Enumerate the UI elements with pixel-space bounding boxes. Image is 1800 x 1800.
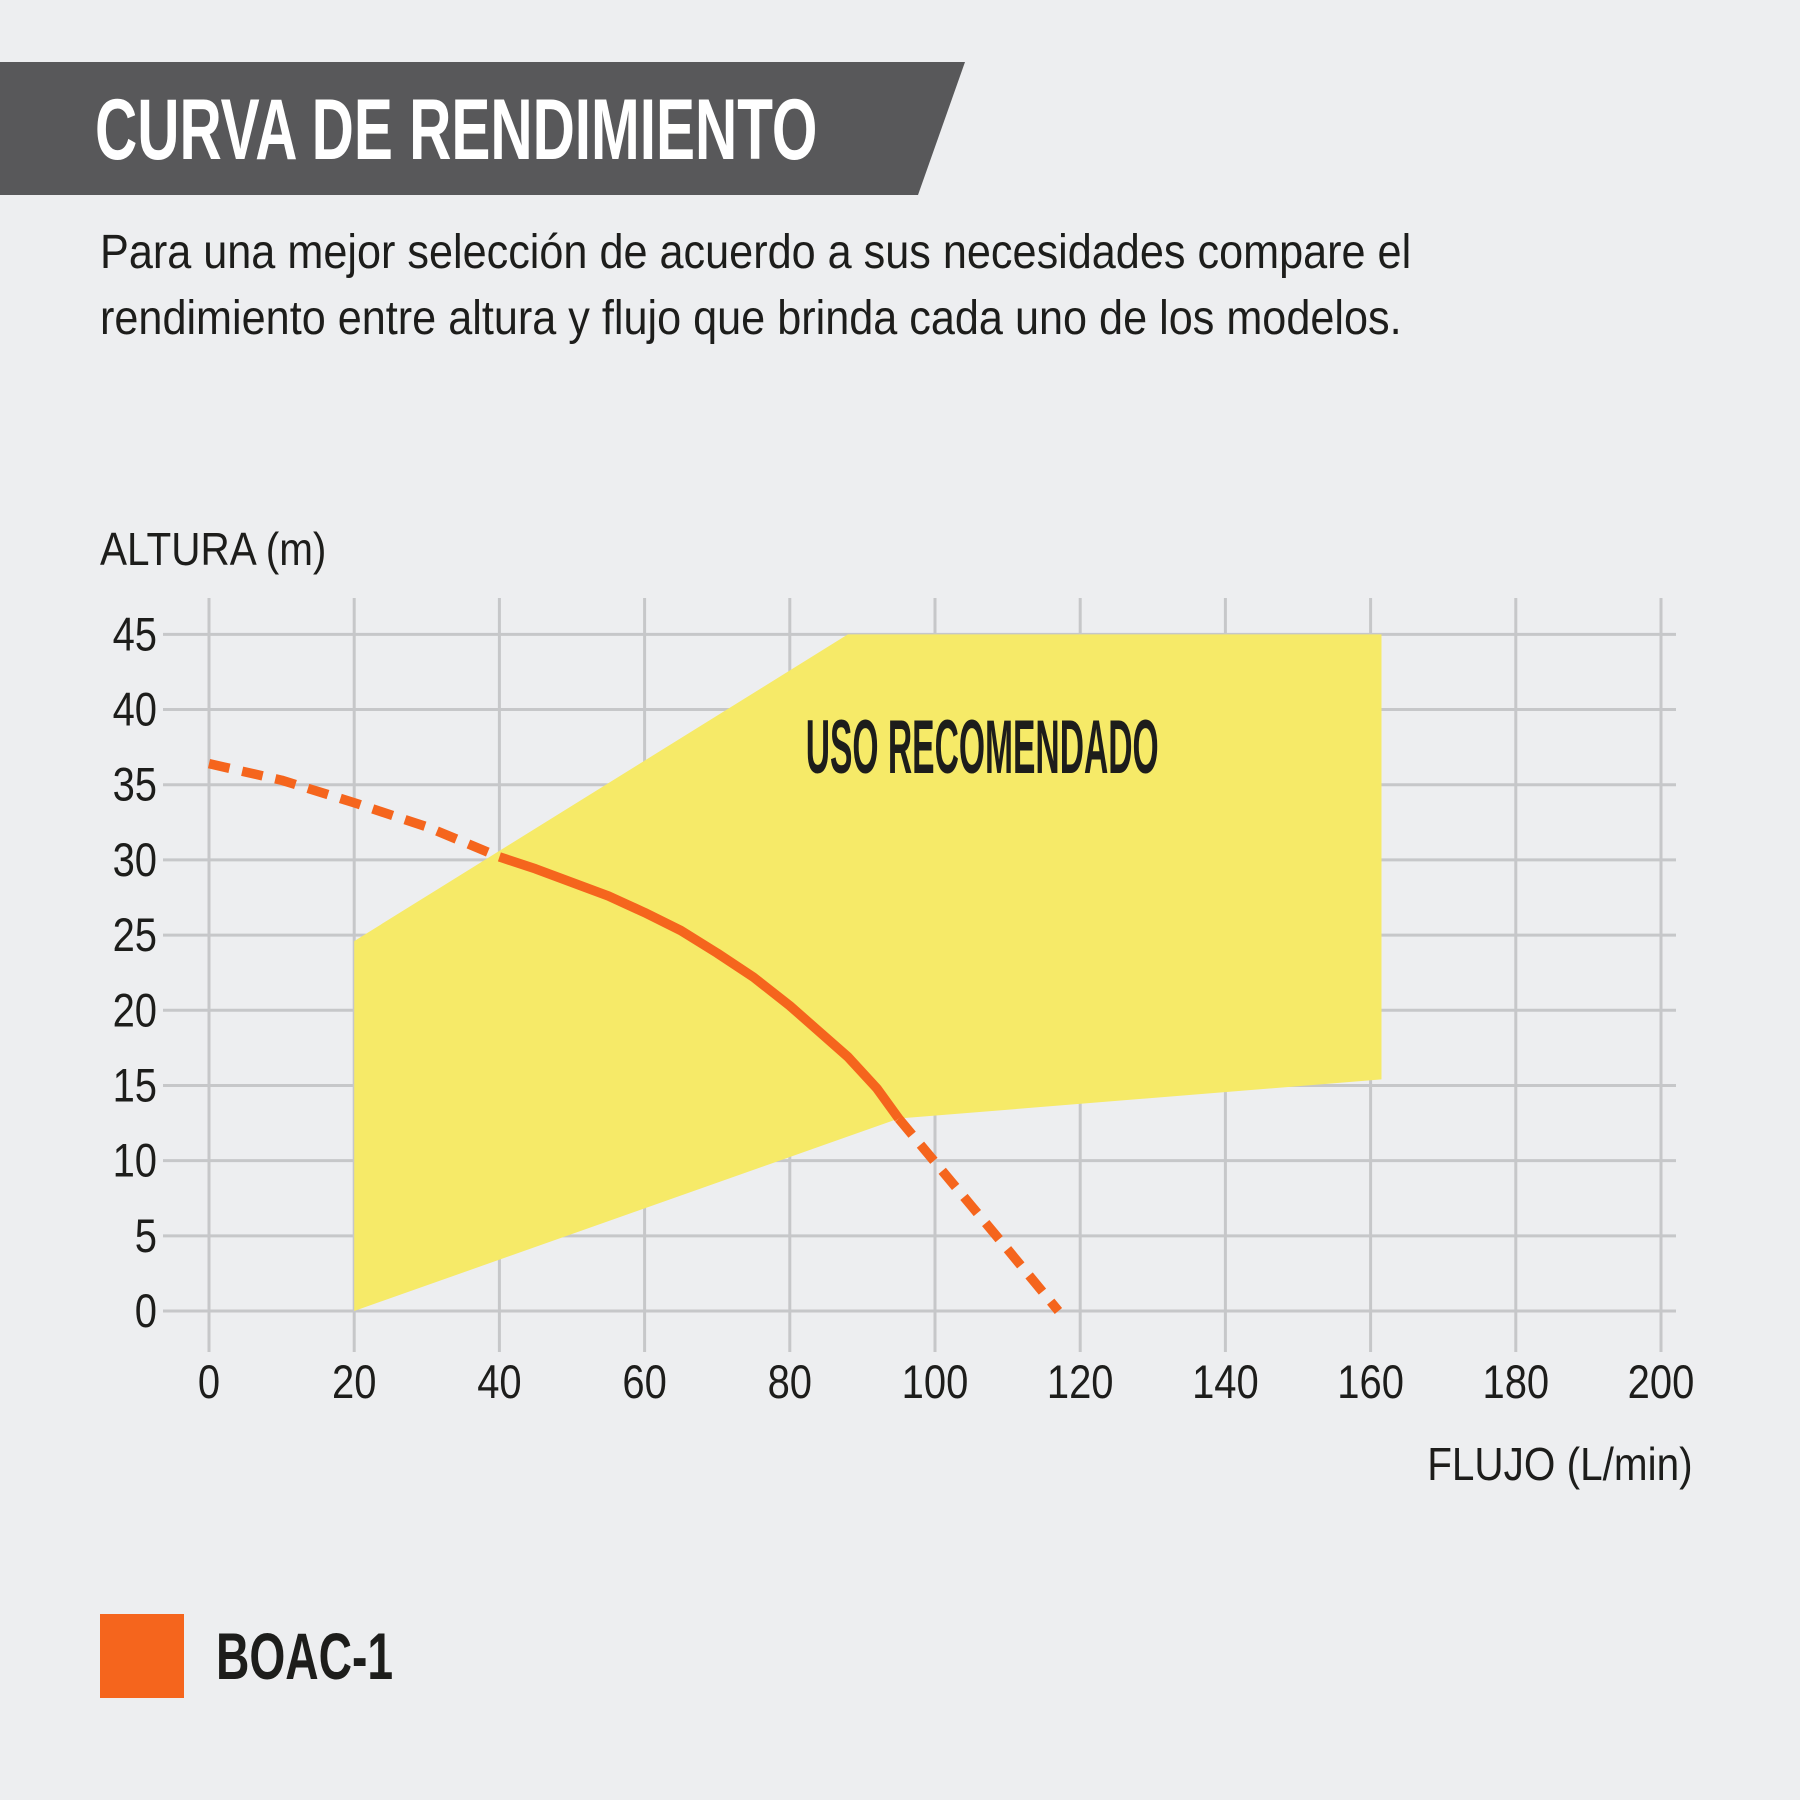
y-tick-label: 25 [113,910,157,962]
performance-curve [207,759,1063,1315]
curve-segment-dashed [895,1115,1063,1315]
y-tick-label: 15 [113,1060,157,1112]
description-text: Para una mejor selección de acuerdo a su… [100,220,1411,352]
curve-segment-dashed [207,759,502,862]
y-tick-label: 10 [113,1136,157,1188]
y-tick-label: 40 [113,685,157,737]
x-tick-label: 60 [622,1357,666,1409]
x-tick-label: 160 [1337,1357,1404,1409]
curve-segment-solid [497,852,903,1122]
x-tick-label: 0 [198,1357,220,1409]
legend: BOAC-1 [100,1614,469,1698]
x-tick-label: 20 [332,1357,376,1409]
x-tick-label: 100 [902,1357,969,1409]
recommended-region [354,634,1382,1311]
title-banner: CURVA DE RENDIMIENTO [0,62,965,195]
legend-model-label: BOAC-1 [216,1619,394,1693]
x-axis-title: FLUJO (L/min) [1427,1438,1693,1490]
legend-color-swatch [100,1614,184,1698]
y-tick-label: 0 [135,1286,157,1338]
y-tick-label: 35 [113,760,157,812]
y-tick-label: 45 [113,609,157,661]
y-tick-label: 5 [135,1211,157,1263]
x-tick-label: 200 [1628,1357,1695,1409]
y-tick-label: 30 [113,835,157,887]
x-tick-label: 180 [1482,1357,1549,1409]
page-title: CURVA DE RENDIMIENTO [95,82,818,178]
x-tick-label: 120 [1047,1357,1114,1409]
y-axis-title: ALTURA (m) [100,523,327,575]
x-tick-label: 40 [477,1357,521,1409]
x-tick-label: 80 [768,1357,812,1409]
description-line-1: Para una mejor selección de acuerdo a su… [100,226,1412,279]
description-line-2: rendimiento entre altura y flujo que bri… [100,292,1402,345]
recommended-region-shape [354,634,1382,1311]
axis-tick-labels: 0 20 40 60 80 100 120 140 160 180 200 0 5 10 15 20 25 30 3… [113,609,1695,1408]
recommended-use-label: USO RECOMENDADO [806,705,1159,790]
y-tick-label: 20 [113,985,157,1037]
x-tick-label: 140 [1192,1357,1259,1409]
